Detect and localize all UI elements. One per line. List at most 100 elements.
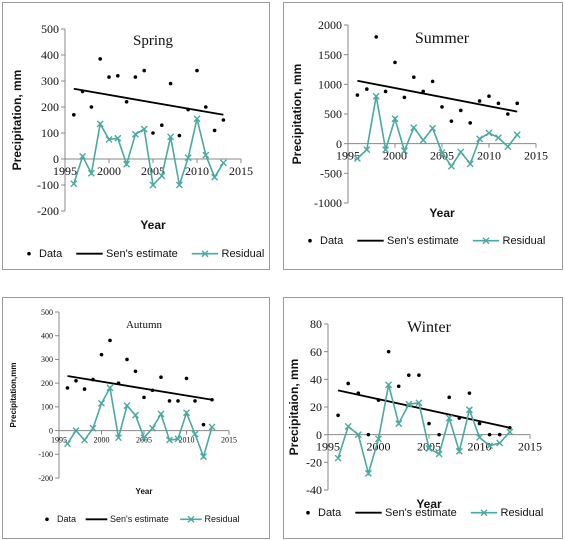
y-tick-label: 400 — [41, 48, 59, 62]
data-point — [393, 60, 397, 65]
y-tick-label: -40 — [306, 483, 322, 497]
residual-marker — [334, 454, 342, 462]
data-point — [89, 105, 94, 109]
x-tick-label: 2005 — [141, 164, 165, 178]
data-point — [116, 74, 120, 78]
chart-title: Summer — [415, 30, 470, 47]
y-tick-label: 200 — [41, 100, 59, 114]
data-point — [365, 87, 369, 91]
legend-label: Data — [318, 507, 342, 519]
chart-panel-winter: -40 -20 0 20 40 60 80 1995 2000 2005 2010 2015 Winte… — [283, 297, 563, 539]
y-tick-label: 1500 — [318, 48, 342, 62]
legend: Data Sen's estimate Residual — [308, 235, 545, 247]
data-point — [355, 93, 360, 97]
residual-marker — [193, 115, 201, 123]
data-point — [176, 399, 180, 403]
y-tick-label: 2000 — [318, 18, 342, 32]
y-tick-label: 500 — [41, 22, 59, 36]
data-point — [204, 105, 208, 109]
residual-marker — [486, 442, 494, 450]
x-tick-label: 2015 — [221, 436, 237, 445]
x-tick-label: 2015 — [518, 440, 542, 454]
data-point — [98, 57, 102, 61]
data-point — [467, 391, 472, 395]
data-point — [142, 68, 146, 73]
data-point — [440, 105, 444, 109]
residual-marker — [166, 436, 173, 444]
data-point — [133, 369, 138, 374]
residual-marker — [415, 399, 423, 407]
residual-marker — [395, 420, 403, 428]
residual-marker — [344, 422, 352, 430]
y-tick-label: -20 — [306, 456, 322, 470]
residual-marker — [175, 181, 183, 189]
data-point — [151, 131, 155, 135]
residual-marker — [123, 402, 131, 410]
y-tick-label: 300 — [41, 74, 59, 88]
residual-marker — [211, 173, 219, 181]
residual-marker — [158, 172, 166, 180]
residual-marker — [115, 434, 122, 442]
data-point — [346, 381, 350, 386]
residual-marker — [202, 151, 210, 159]
data-point — [116, 381, 121, 385]
residual-marker — [476, 135, 484, 143]
x-tick-label: 2000 — [97, 164, 121, 178]
residual-marker — [123, 160, 131, 168]
y-tick-label: 500 — [41, 308, 53, 317]
data-point — [496, 101, 501, 106]
residual-marker — [419, 136, 427, 144]
residual-marker — [114, 134, 122, 142]
data-point — [221, 118, 226, 122]
legend: Data Sen's estimate Residual — [306, 507, 543, 519]
x-tick-label: 2015 — [524, 149, 548, 163]
residual-marker — [363, 146, 371, 154]
data-point — [430, 79, 435, 84]
y-tick-label: -1000 — [314, 196, 342, 210]
y-tick-label: 0 — [53, 152, 59, 166]
y-tick-label: 200 — [41, 379, 53, 388]
residual-marker — [140, 125, 148, 133]
data-point — [477, 421, 482, 426]
y-tick-label: 100 — [41, 126, 59, 140]
data-point — [80, 89, 85, 94]
y-tick-label: 500 — [324, 107, 342, 121]
y-tick-label: -200 — [37, 204, 59, 218]
legend-data-marker — [306, 510, 310, 515]
residual-marker — [466, 160, 474, 168]
legend-label: Sen's estimate — [387, 235, 459, 247]
residual-marker — [79, 152, 87, 160]
x-axis-label: Year — [136, 487, 153, 496]
legend-residual-marker — [482, 237, 490, 245]
x-tick-label: 1995 — [53, 164, 77, 178]
residual-marker — [149, 181, 157, 189]
y-tick-label: 40 — [310, 373, 322, 387]
data-point — [212, 128, 217, 133]
data-point — [383, 89, 388, 94]
data-point — [407, 373, 411, 377]
data-point — [177, 133, 182, 138]
legend-label: Data — [57, 514, 76, 524]
data-point — [376, 398, 381, 402]
x-tick-label: 2000 — [94, 436, 110, 445]
residual-marker — [382, 146, 390, 154]
y-axis-label: Precipitation,mm — [9, 363, 18, 428]
residual-marker — [485, 129, 493, 137]
residual-marker — [385, 381, 393, 389]
data-point — [449, 119, 454, 123]
data-point — [184, 376, 189, 381]
data-point — [142, 395, 146, 400]
y-tick-label: -100 — [38, 450, 53, 459]
data-point — [412, 75, 416, 80]
residual-marker — [438, 149, 446, 157]
data-point — [336, 413, 340, 418]
legend-residual-marker — [187, 515, 195, 523]
chart-spring: -200 -100 0 100 200 300 400 500 1995 2000 2005 2010… — [10, 22, 264, 260]
legend-data-marker — [45, 517, 49, 522]
legend: Data Sen's estimate Residual — [45, 514, 240, 524]
y-tick-label: 0 — [49, 426, 53, 435]
data-point — [195, 68, 199, 73]
sens-estimate-line — [67, 375, 213, 401]
